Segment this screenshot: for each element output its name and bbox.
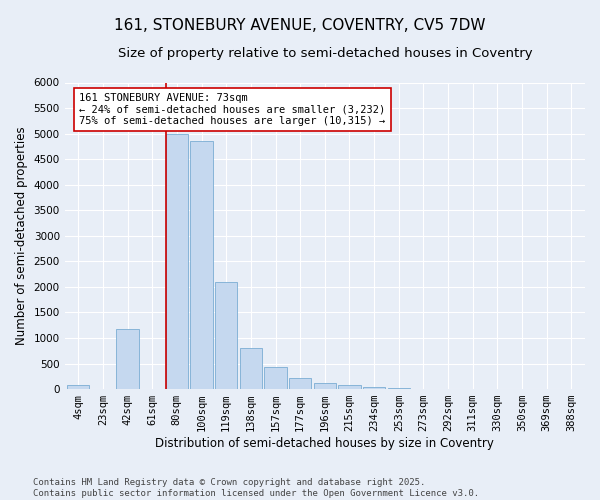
- Bar: [289, 378, 311, 389]
- Text: Contains HM Land Registry data © Crown copyright and database right 2025.
Contai: Contains HM Land Registry data © Crown c…: [33, 478, 479, 498]
- Bar: [190, 142, 212, 389]
- Bar: [265, 368, 287, 389]
- Bar: [215, 282, 237, 389]
- Text: 161 STONEBURY AVENUE: 73sqm
← 24% of semi-detached houses are smaller (3,232)
75: 161 STONEBURY AVENUE: 73sqm ← 24% of sem…: [79, 92, 385, 126]
- Title: Size of property relative to semi-detached houses in Coventry: Size of property relative to semi-detach…: [118, 48, 532, 60]
- Bar: [412, 388, 434, 389]
- Bar: [166, 134, 188, 389]
- Bar: [338, 386, 361, 389]
- Bar: [363, 386, 385, 389]
- X-axis label: Distribution of semi-detached houses by size in Coventry: Distribution of semi-detached houses by …: [155, 437, 494, 450]
- Bar: [388, 388, 410, 389]
- Bar: [67, 386, 89, 389]
- Text: 161, STONEBURY AVENUE, COVENTRY, CV5 7DW: 161, STONEBURY AVENUE, COVENTRY, CV5 7DW: [114, 18, 486, 32]
- Bar: [240, 348, 262, 389]
- Bar: [314, 382, 336, 389]
- Y-axis label: Number of semi-detached properties: Number of semi-detached properties: [15, 126, 28, 345]
- Bar: [116, 329, 139, 389]
